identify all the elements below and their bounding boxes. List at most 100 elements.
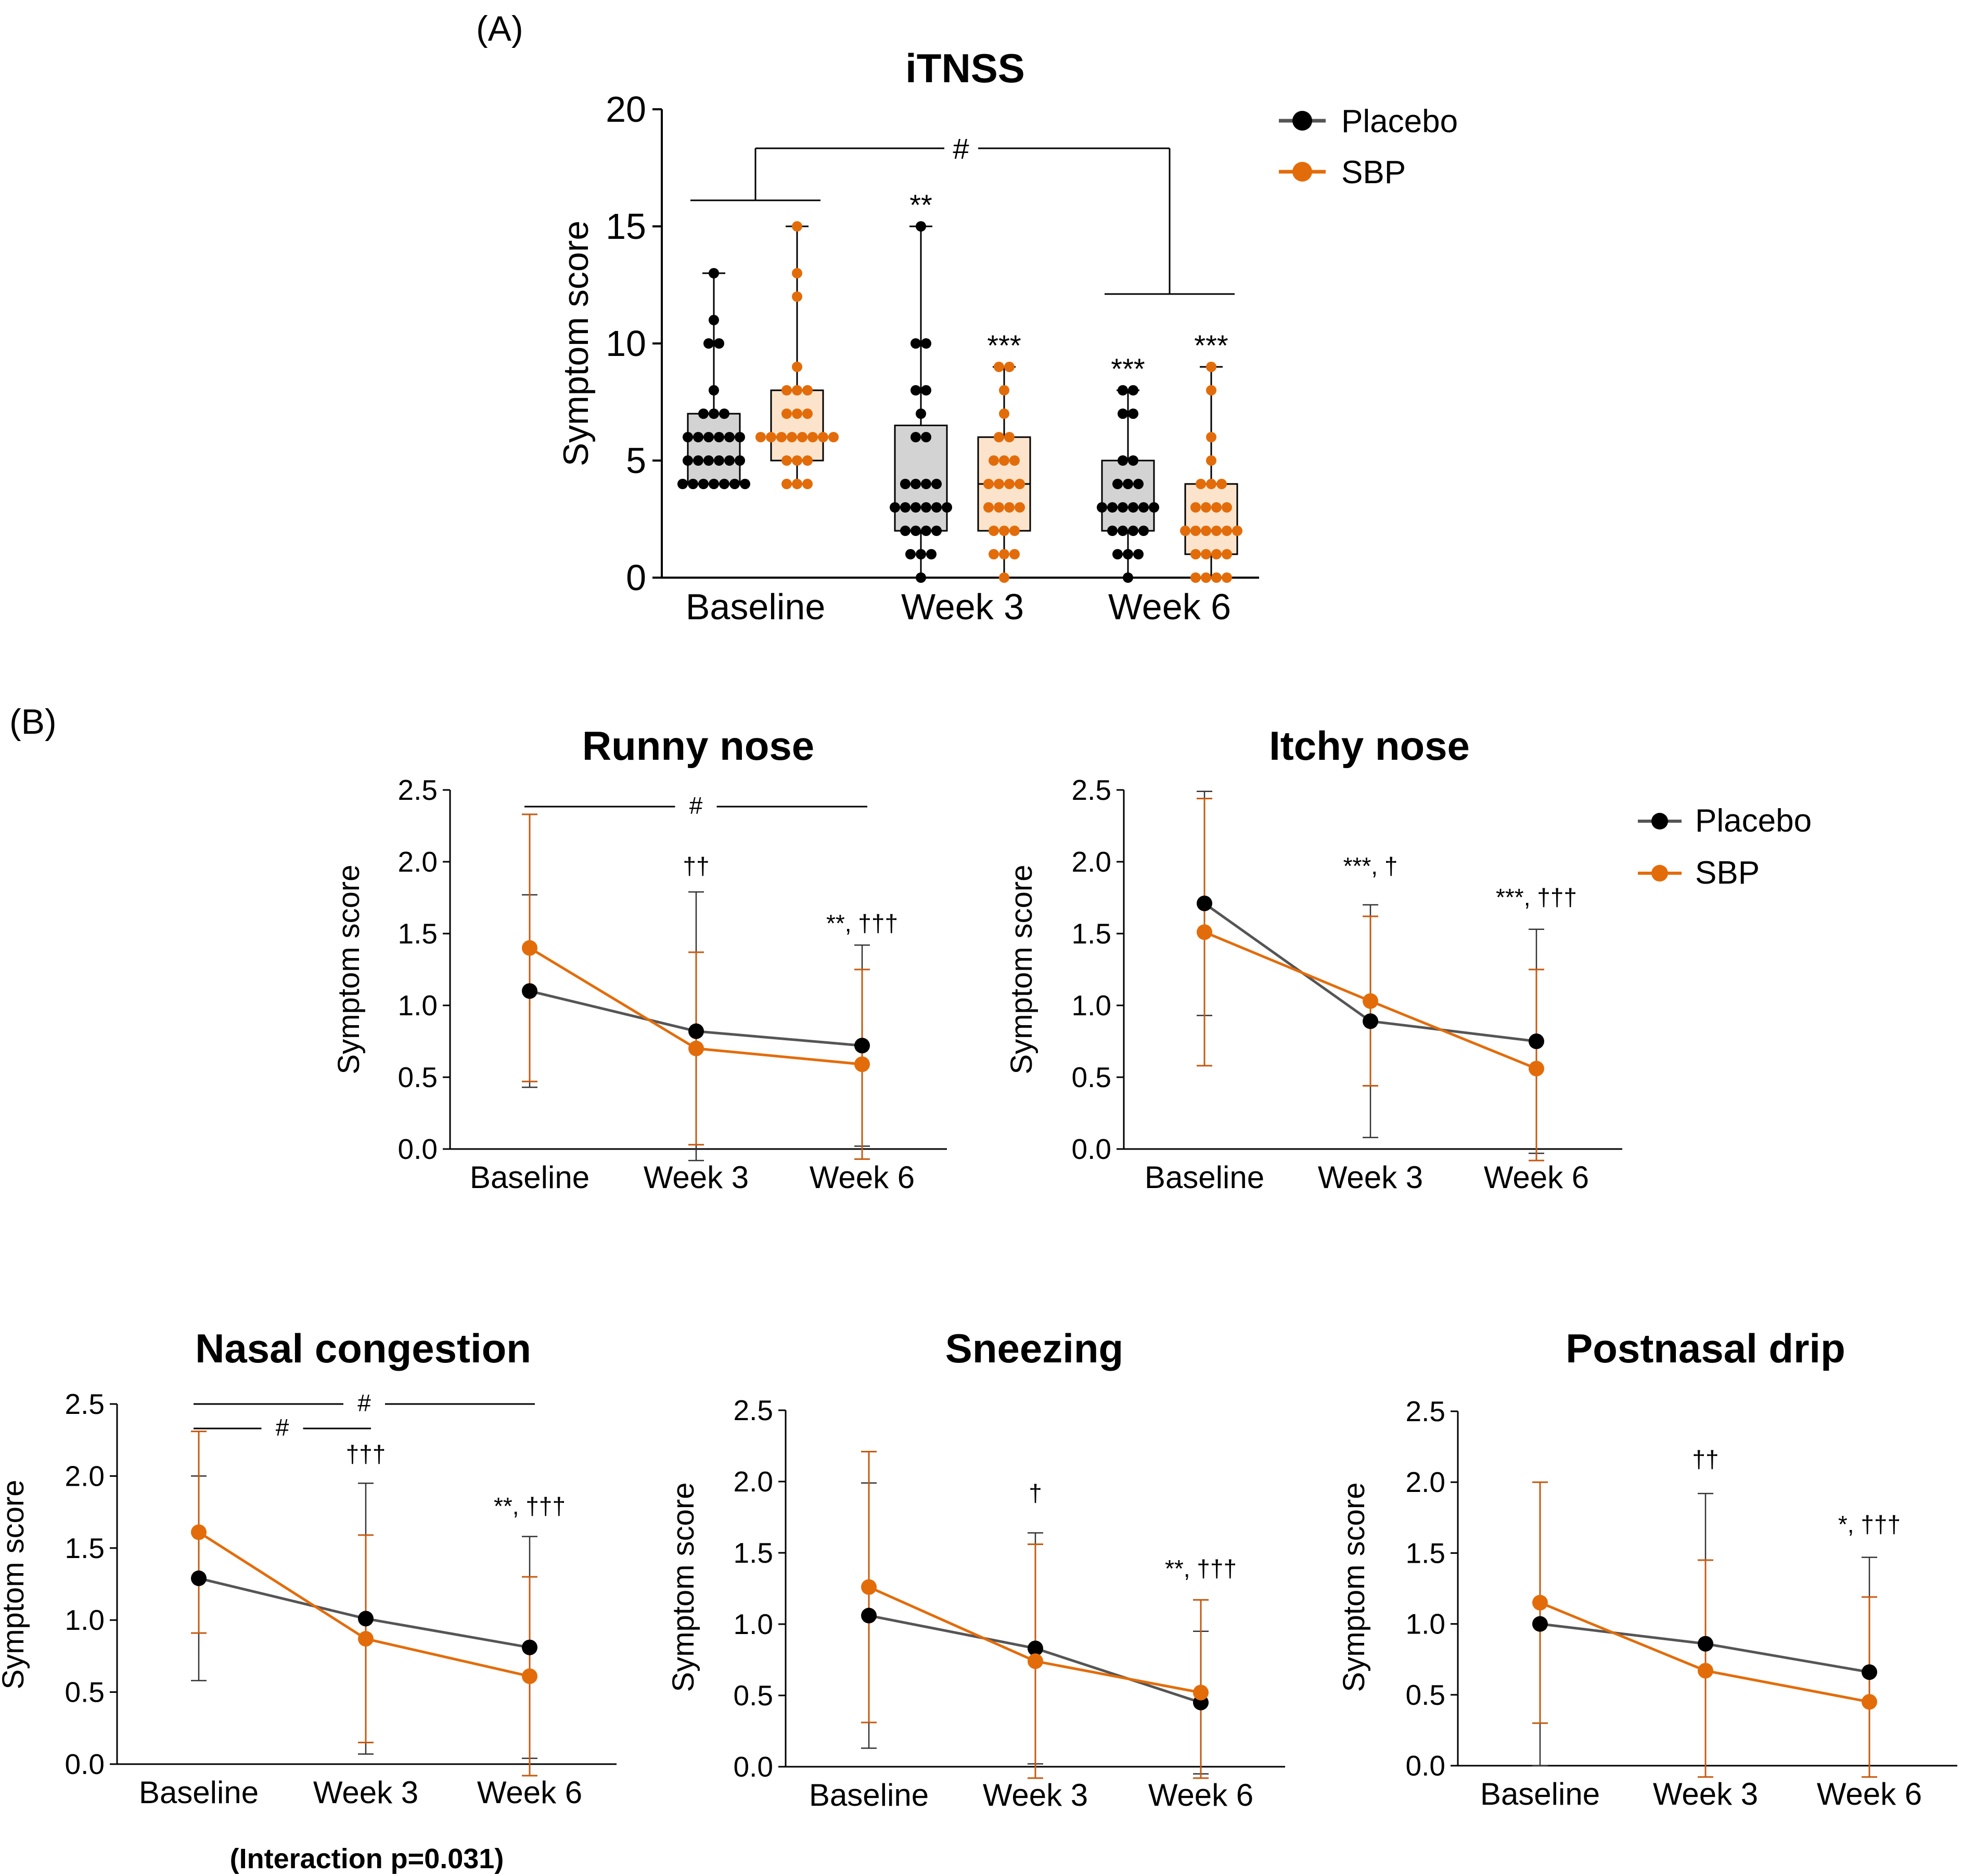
itchy-nose-sig-label: ***, †††: [1496, 884, 1577, 911]
itnss-point-placebo: [709, 409, 719, 419]
itnss-point-sbp: [1222, 526, 1232, 536]
itnss-point-sbp: [1201, 502, 1211, 513]
itnss-y-tick-label: 0: [626, 557, 646, 598]
legend-b-label-sbp: SBP: [1695, 855, 1760, 891]
nasal-congestion-bracket-label: #: [357, 1389, 371, 1416]
itnss-box-placebo: [1101, 460, 1155, 532]
itchy-nose-y-tick-label: 1.0: [1072, 989, 1111, 1022]
itnss-x-category: Week 3: [901, 586, 1024, 627]
itnss-box-placebo: [687, 413, 741, 485]
itnss-point-placebo: [900, 479, 911, 489]
itnss-point-placebo: [703, 455, 714, 466]
nasal-congestion-y-tick-label: 0.5: [65, 1676, 105, 1708]
postnasal-drip-title: Postnasal drip: [1566, 1325, 1845, 1371]
runny-nose-y-tick-label: 2.0: [398, 846, 438, 878]
itnss-point-sbp: [1004, 502, 1015, 513]
itchy-nose-x-category: Baseline: [1145, 1160, 1264, 1195]
postnasal-drip-x-category: Baseline: [1480, 1777, 1600, 1811]
itnss-point-placebo: [703, 338, 714, 349]
itnss-point-placebo: [942, 502, 952, 513]
itnss-point-placebo: [926, 549, 937, 559]
postnasal-drip-sig-label: *, †††: [1838, 1511, 1901, 1538]
itnss-point-placebo: [719, 409, 729, 419]
itchy-nose-x-category: Week 3: [1318, 1160, 1423, 1195]
itnss-point-placebo: [735, 432, 745, 442]
postnasal-drip-point-sbp: [1698, 1663, 1713, 1679]
itchy-nose-point-sbp: [1529, 1061, 1544, 1077]
sneezing-point-placebo: [1028, 1640, 1043, 1656]
itnss-point-placebo: [709, 268, 719, 278]
itnss-point-sbp: [802, 409, 813, 419]
sneezing-x-category: Baseline: [809, 1778, 929, 1813]
itnss-point-placebo: [714, 432, 724, 442]
runny-nose-sig-label: **, †††: [826, 910, 898, 937]
sneezing-point-sbp: [861, 1579, 877, 1595]
sneezing-y-tick-label: 1.5: [734, 1537, 773, 1569]
itnss-point-sbp: [1201, 526, 1211, 536]
itnss-point-placebo: [735, 455, 745, 466]
legend-b-label-placebo: Placebo: [1695, 803, 1812, 839]
nasal-congestion-point-placebo: [191, 1570, 207, 1586]
postnasal-drip-point-placebo: [1862, 1664, 1877, 1680]
itnss-point-placebo: [677, 479, 688, 489]
itnss-point-sbp: [1009, 549, 1020, 559]
postnasal-drip-y-tick-label: 0.5: [1406, 1679, 1445, 1711]
runny-nose-bracket-label: #: [689, 792, 703, 819]
itnss-point-placebo: [1128, 455, 1138, 466]
itchy-nose-point-placebo: [1363, 1013, 1378, 1029]
nasal-congestion-point-sbp: [191, 1524, 207, 1540]
itnss-point-sbp: [781, 385, 792, 395]
itnss-point-sbp: [1196, 479, 1206, 489]
itnss-x-category: Week 6: [1108, 586, 1231, 627]
itnss-point-placebo: [740, 479, 750, 489]
itnss-point-placebo: [916, 221, 926, 232]
itnss-y-tick-label: 20: [606, 89, 646, 130]
itnss-point-sbp: [1009, 455, 1020, 466]
itnss-point-placebo: [1097, 502, 1107, 513]
sneezing-y-tick-label: 0.0: [734, 1751, 773, 1783]
itnss-point-placebo: [911, 432, 921, 442]
legend-label-placebo: Placebo: [1341, 104, 1458, 139]
itchy-nose-y-tick-label: 2.5: [1072, 774, 1111, 806]
nasal-congestion-point-placebo: [358, 1611, 374, 1627]
itnss-point-sbp: [1190, 502, 1201, 513]
postnasal-drip-y-tick-label: 0.0: [1406, 1750, 1445, 1782]
itnss-point-placebo: [1138, 502, 1149, 513]
itnss-point-placebo: [1123, 549, 1133, 559]
itnss-point-placebo: [911, 338, 921, 349]
itnss-chart: iTNSS 0 5 10 15 20 Symptom score Baseline Week 3…: [556, 45, 1458, 627]
itnss-point-sbp: [802, 479, 813, 489]
itnss-point-placebo: [905, 549, 916, 559]
itchy-nose-point-sbp: [1197, 924, 1212, 940]
sneezing-x-category: Week 6: [1148, 1778, 1253, 1813]
runny-nose-x-category: Baseline: [470, 1160, 589, 1195]
itnss-point-placebo: [900, 502, 911, 513]
itnss-point-placebo: [1133, 549, 1144, 559]
sneezing-point-sbp: [1193, 1684, 1209, 1701]
itnss-point-placebo: [693, 455, 703, 466]
itchy-nose-point-placebo: [1197, 896, 1212, 912]
itnss-box-sbp: [1184, 483, 1238, 555]
itnss-bracket-label: #: [953, 132, 969, 165]
chart-layer: iTNSS 0 5 10 15 20 Symptom score Baseline Week 3…: [0, 45, 1957, 1813]
itnss-point-sbp: [1190, 549, 1201, 559]
itnss-point-placebo: [1107, 502, 1118, 513]
itnss-point-placebo: [724, 432, 735, 442]
itnss-point-sbp: [1004, 362, 1015, 372]
runny-nose-title: Runny nose: [582, 723, 814, 769]
itnss-point-sbp: [983, 479, 994, 489]
itnss-point-placebo: [911, 385, 921, 395]
itnss-point-placebo: [709, 385, 719, 395]
postnasal-drip-y-tick-label: 1.5: [1406, 1537, 1445, 1569]
itnss-point-sbp: [792, 409, 802, 419]
itnss-point-placebo: [1112, 479, 1123, 489]
itnss-point-sbp: [1211, 502, 1222, 513]
itnss-point-sbp: [792, 479, 802, 489]
itnss-point-placebo: [714, 455, 724, 466]
itnss-point-sbp: [1206, 479, 1216, 489]
nasal-congestion-chart: Nasal congestion 0.0 0.5 1.0 1.5 2.0 2.5 Sympto…: [0, 1325, 617, 1810]
nasal-congestion-point-sbp: [358, 1631, 374, 1647]
legend-marker-placebo: [1292, 111, 1312, 131]
itchy-nose-point-placebo: [1529, 1033, 1544, 1049]
itchy-nose-point-sbp: [1363, 993, 1378, 1009]
